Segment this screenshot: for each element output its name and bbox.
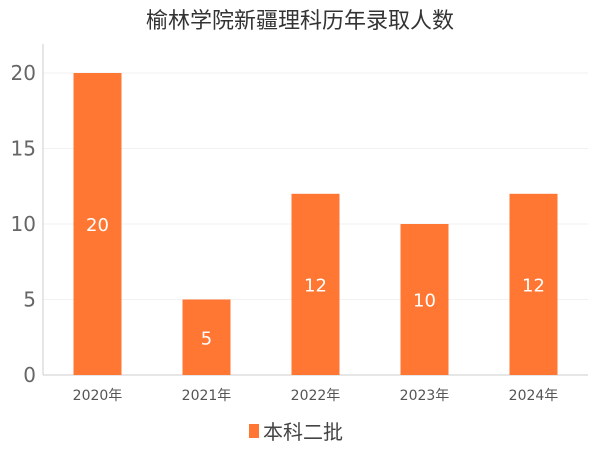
x-tick-label: 2021年 [182, 388, 232, 404]
bar [73, 73, 122, 375]
bar [182, 299, 231, 375]
y-tick-label: 20 [11, 61, 36, 85]
bars: 20 5 12 10 12 [73, 73, 558, 375]
axes: 0 5 10 15 20 2020年 2021年 2022年 2023年 2024年 [11, 44, 588, 404]
y-tick-label: 10 [11, 212, 36, 236]
y-tick-label: 15 [11, 137, 36, 161]
x-tick-label: 2022年 [291, 388, 341, 404]
bar [291, 193, 340, 375]
x-tick-label: 2020年 [73, 388, 123, 404]
x-tick-label: 2024年 [509, 388, 559, 404]
legend-swatch [249, 424, 259, 438]
bar-value-label: 20 [86, 215, 109, 236]
bar-value-label: 12 [522, 275, 545, 296]
legend: 本科二批 [249, 420, 343, 444]
legend-label[interactable]: 本科二批 [263, 420, 343, 444]
chart-title: 榆林学院新疆理科历年录取人数 [146, 9, 454, 34]
bar [400, 224, 449, 375]
x-tick-label: 2023年 [400, 388, 450, 404]
y-tick-label: 5 [23, 288, 36, 312]
bar-value-label: 10 [413, 291, 436, 312]
y-tick-label: 0 [23, 363, 36, 387]
bar [509, 193, 558, 375]
bar-value-label: 12 [304, 275, 327, 296]
bar-value-label: 5 [201, 328, 212, 349]
